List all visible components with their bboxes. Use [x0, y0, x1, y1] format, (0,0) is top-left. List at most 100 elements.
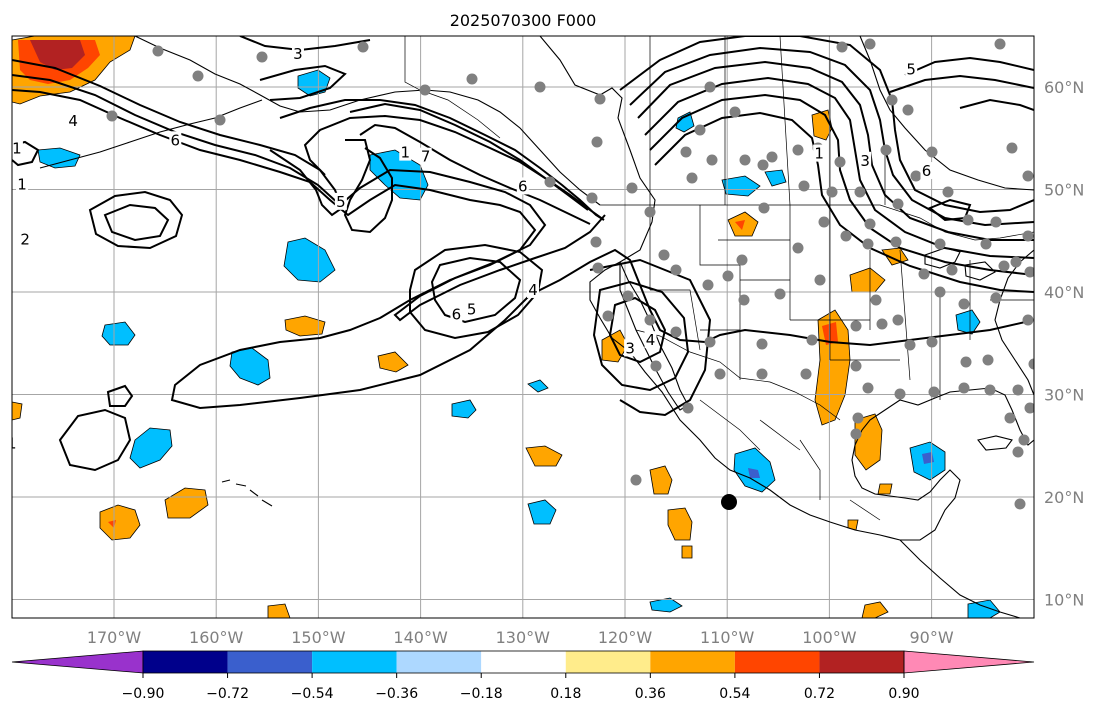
contour-label: 1	[7, 435, 17, 453]
station-marker	[1010, 256, 1022, 268]
contour-line	[259, 64, 347, 101]
contour-line	[592, 280, 690, 392]
contour-label-bg	[465, 300, 478, 318]
station-marker	[106, 110, 118, 122]
contour-line	[359, 123, 591, 225]
longitude-label: 100°W	[802, 628, 857, 647]
colorbar-outline	[142, 650, 905, 674]
contour-line	[608, 296, 667, 364]
station-marker	[586, 192, 598, 204]
station-marker	[886, 94, 898, 106]
anomaly-patch	[12, 401, 23, 421]
station-marker	[214, 114, 226, 126]
colorbar-tick-label: 0.54	[719, 686, 750, 702]
station-marker	[756, 368, 768, 380]
station-marker	[998, 260, 1010, 272]
anomaly-patch	[267, 603, 291, 618]
colorbar-tick-label: 0.18	[550, 686, 581, 702]
anomaly-patch	[527, 499, 557, 525]
anomaly-patch	[129, 427, 173, 469]
contour-label-bg	[169, 131, 182, 149]
anomaly-patch	[649, 465, 673, 495]
station-marker	[682, 402, 694, 414]
anomaly-patches	[12, 36, 1001, 618]
station-marker	[960, 356, 972, 368]
anomaly-patch	[735, 220, 745, 230]
contour-label: 3	[625, 339, 635, 357]
station-marker	[630, 474, 642, 486]
colorbar-bin	[312, 651, 397, 673]
colorbar-bin	[734, 651, 820, 673]
station-marker	[814, 274, 826, 286]
anomaly-patch	[854, 413, 883, 471]
contour-label: 1	[0, 391, 6, 409]
map-frame	[11, 35, 1035, 619]
station-marker	[1004, 412, 1016, 424]
station-marker	[958, 382, 970, 394]
contour-label-bg	[516, 177, 529, 195]
latitude-label: 20°N	[1044, 488, 1084, 507]
latitude-label: 60°N	[1044, 78, 1084, 97]
station-marker	[850, 320, 862, 332]
station-marker	[864, 38, 876, 50]
anomaly-patch	[667, 507, 693, 541]
station-marker	[1022, 230, 1034, 242]
station-marker	[644, 206, 656, 218]
colorbar-tick-label: 0.72	[804, 686, 835, 702]
station-marker	[736, 254, 748, 266]
contour-label-bg	[450, 305, 463, 323]
colorbar-bin	[481, 651, 566, 673]
station-marker	[739, 154, 751, 166]
colorbar-extend-max	[903, 650, 1035, 674]
station-marker	[862, 238, 874, 250]
contour-label: 6	[518, 177, 528, 195]
contour-label: 7	[421, 148, 431, 166]
colorbar-tick-label: −0.54	[291, 686, 334, 702]
hawaii-islands	[221, 479, 273, 507]
anomaly-patch	[764, 169, 787, 187]
station-marker	[650, 360, 662, 372]
station-marker	[840, 230, 852, 242]
station-marker	[1012, 446, 1024, 458]
station-marker	[729, 106, 741, 118]
station-marker	[1012, 384, 1024, 396]
station-marker	[680, 146, 692, 158]
contour-label-bg	[0, 391, 8, 408]
anomaly-patch	[525, 445, 563, 467]
station-marker	[602, 310, 614, 322]
station-marker	[826, 186, 838, 198]
contour-label: 3	[293, 45, 303, 63]
station-marker	[792, 242, 804, 254]
station-marker	[994, 38, 1006, 50]
station-marker	[850, 428, 862, 440]
contour-line	[409, 243, 544, 340]
contour-line	[589, 258, 712, 417]
station-marker	[670, 264, 682, 276]
longitude-label: 120°W	[598, 628, 653, 647]
latitude-label: 50°N	[1044, 181, 1084, 200]
contour-label-bg	[905, 60, 918, 78]
contour-line	[959, 98, 1034, 111]
contour-line	[12, 89, 1034, 410]
anomaly-patch	[849, 267, 886, 293]
station-marker	[836, 41, 848, 53]
latitude-label: 30°N	[1044, 386, 1084, 405]
contour-line	[637, 60, 1034, 241]
contour-label: 1	[12, 140, 22, 158]
anomaly-patch	[675, 111, 695, 133]
anomaly-patch	[229, 347, 271, 386]
alaska-coastline	[134, 36, 601, 206]
station-marker	[982, 354, 994, 366]
anomaly-patch	[881, 247, 909, 266]
anomaly-patch	[527, 379, 549, 393]
station-marker	[1022, 314, 1034, 326]
contour-label-bg	[291, 45, 304, 63]
latitude-label: 40°N	[1044, 283, 1084, 302]
station-marker	[792, 144, 804, 156]
aleutian-islands	[39, 99, 263, 169]
contour-label-bg	[12, 434, 18, 452]
figure-title: 2025070300 F000	[450, 11, 597, 30]
station-marker	[934, 238, 946, 250]
station-marker	[942, 186, 954, 198]
station-marker	[192, 70, 204, 82]
